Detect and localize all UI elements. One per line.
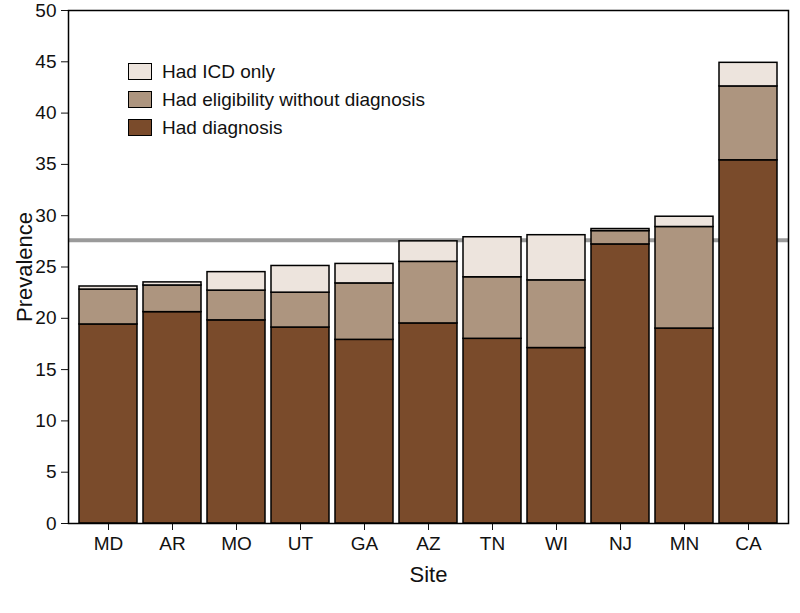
- svg-text:AZ: AZ: [416, 533, 441, 554]
- svg-text:TN: TN: [480, 533, 505, 554]
- svg-text:MD: MD: [94, 533, 124, 554]
- svg-text:CA: CA: [735, 533, 762, 554]
- svg-text:45: 45: [35, 51, 56, 72]
- html-text:Had ICD only: Had ICD only: [162, 61, 275, 82]
- svg-text:5: 5: [46, 461, 57, 482]
- svg-text:AR: AR: [159, 533, 185, 554]
- svg-text:GA: GA: [351, 533, 379, 554]
- svg-text:Site: Site: [410, 562, 448, 587]
- svg-text:UT: UT: [288, 533, 314, 554]
- svg-text:MO: MO: [221, 533, 252, 554]
- svg-text:10: 10: [35, 410, 56, 431]
- svg-text:0: 0: [46, 513, 57, 534]
- svg-text:WI: WI: [545, 533, 568, 554]
- svg-text:40: 40: [35, 102, 56, 123]
- svg-text:20: 20: [35, 307, 56, 328]
- svg-text:15: 15: [35, 359, 56, 380]
- svg-text:30: 30: [35, 205, 56, 226]
- html-text:Had eligibility without diagno: Had eligibility without diagnosis: [162, 89, 425, 110]
- svg-text:Prevalence: Prevalence: [12, 212, 37, 322]
- svg-text:NJ: NJ: [609, 533, 632, 554]
- svg-text:35: 35: [35, 153, 56, 174]
- svg-text:MN: MN: [670, 533, 700, 554]
- html-text:Had diagnosis: Had diagnosis: [162, 117, 283, 138]
- svg-text:50: 50: [35, 0, 56, 21]
- svg-text:25: 25: [35, 256, 56, 277]
